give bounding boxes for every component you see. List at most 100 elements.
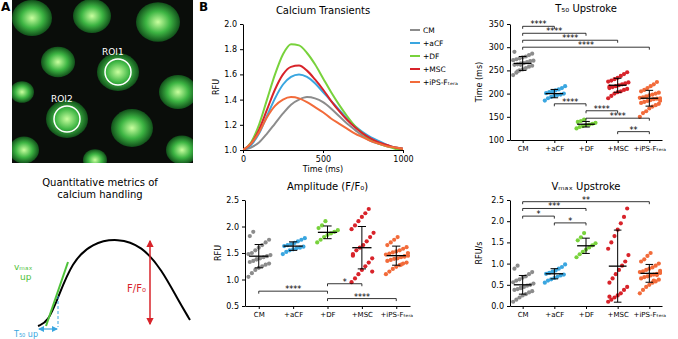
data-point xyxy=(353,223,357,227)
data-point xyxy=(360,215,364,219)
data-point xyxy=(530,52,534,56)
tick-mark xyxy=(507,47,510,48)
tick: 2.0 xyxy=(491,217,510,226)
tick-mark xyxy=(240,125,243,126)
significance-label: **** xyxy=(285,285,301,294)
data-point xyxy=(531,59,535,63)
significance-label: **** xyxy=(562,34,578,43)
significance-label: **** xyxy=(562,98,578,107)
tick: CM xyxy=(518,306,529,319)
data-point xyxy=(611,276,615,280)
data-point xyxy=(607,281,611,285)
data-point xyxy=(389,240,393,244)
dot-plot: 0.51.01.52.02.5CM+aCF+DF+MSC+iPS-Fₜₑᵣₐ**… xyxy=(214,181,413,319)
legend-swatch xyxy=(410,29,420,31)
cell xyxy=(12,0,52,36)
x-axis: CM+aCF+DF+MSC+iPS-Fₜₑᵣₐ xyxy=(511,306,667,319)
tick: 1.4 xyxy=(224,96,243,105)
data-point xyxy=(516,69,520,73)
error-bar xyxy=(519,56,527,70)
tick-label: +aCF xyxy=(545,145,564,153)
data-point xyxy=(316,226,320,230)
data-point xyxy=(385,243,389,247)
tick-mark xyxy=(523,306,524,309)
tick-mark xyxy=(507,285,510,286)
error-bar xyxy=(519,275,527,294)
tick-mark xyxy=(362,306,363,309)
x-axis: CM+aCF+DF+MSC+iPS-Fₜₑᵣₐ xyxy=(246,306,414,319)
cell xyxy=(12,81,34,103)
tick-mark xyxy=(323,150,324,153)
tick-mark xyxy=(507,242,510,243)
error-bar xyxy=(551,89,559,97)
data-point xyxy=(248,234,252,238)
t50-dash xyxy=(58,296,59,327)
data-point xyxy=(612,234,616,238)
tick-label: +DF xyxy=(579,145,594,153)
data-point xyxy=(623,259,627,263)
tick-label: 1.0 xyxy=(491,260,504,269)
data-point xyxy=(404,245,408,249)
tick-mark xyxy=(507,221,510,222)
legend-item: +DF xyxy=(410,52,439,61)
data-point xyxy=(303,236,307,240)
cell xyxy=(73,0,111,33)
data-point xyxy=(625,87,629,91)
tick-mark xyxy=(240,49,243,50)
chart-title: Vₘₐₓ Upstroke xyxy=(552,181,621,192)
data-point xyxy=(363,211,367,215)
data-point xyxy=(370,269,374,273)
plot-area xyxy=(246,207,410,284)
data-point xyxy=(319,238,323,242)
data-point xyxy=(267,238,271,242)
tick-label: 1.8 xyxy=(224,45,237,54)
tick-mark xyxy=(649,306,650,309)
tick: 350 xyxy=(489,20,510,29)
data-point xyxy=(638,291,642,295)
chart-title: Amplitude (F/F₀) xyxy=(287,181,368,192)
legend-swatch xyxy=(410,68,420,70)
dot-plot: 100150200250300350CM+aCF+DF+MSC+iPS-Fₜₑᵣ… xyxy=(475,3,666,153)
error-bar xyxy=(289,242,297,250)
tick-mark xyxy=(554,306,555,309)
tick-mark xyxy=(649,140,650,143)
data-point xyxy=(512,50,516,54)
tick: 2.0 xyxy=(224,20,243,29)
data-point xyxy=(645,254,649,258)
error-bar xyxy=(255,245,263,268)
error-bar xyxy=(582,238,590,253)
tick-label: +DF xyxy=(320,311,335,319)
tick: CM xyxy=(254,306,265,319)
axis-line xyxy=(245,201,246,307)
tick-mark xyxy=(523,140,524,143)
data-point xyxy=(625,206,629,210)
error-bar xyxy=(582,121,590,127)
tick: +iPS-Fₜₑᵣₐ xyxy=(634,140,667,153)
data-point xyxy=(512,267,516,271)
schematic-title: calcium handling xyxy=(57,189,142,200)
data-point xyxy=(255,257,259,261)
data-point xyxy=(530,270,534,274)
data-point xyxy=(644,109,648,113)
tick-label: 0.5 xyxy=(226,302,239,311)
data-point xyxy=(658,269,662,273)
tick-label: 1.0 xyxy=(226,276,239,285)
significance-label: **** xyxy=(610,112,626,121)
data-point xyxy=(356,219,360,223)
dot-plot: 0.00.51.01.52.02.5CM+aCF+DF+MSC+iPS-Fₜₑᵣ… xyxy=(475,181,666,319)
significance-label: **** xyxy=(594,105,610,114)
data-point xyxy=(655,80,659,84)
data-point xyxy=(530,64,534,68)
tick-mark xyxy=(507,94,510,95)
tick-mark xyxy=(242,200,245,201)
data-point xyxy=(250,271,254,275)
tick: +DF xyxy=(579,306,594,319)
cell xyxy=(111,109,153,147)
axis-line xyxy=(510,201,511,307)
axis-title: Time (ms) xyxy=(475,62,484,103)
data-point xyxy=(384,272,388,276)
tick-mark xyxy=(243,150,244,153)
roi-label: ROI2 xyxy=(51,94,73,104)
plot-area xyxy=(511,206,662,303)
tick-mark xyxy=(507,117,510,118)
